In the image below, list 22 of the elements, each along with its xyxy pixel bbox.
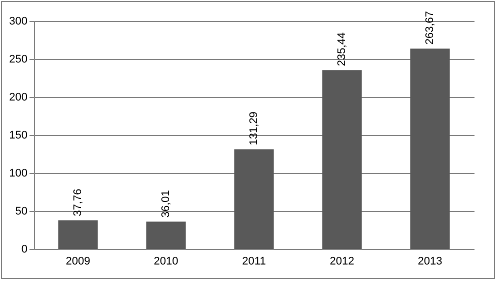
bar — [322, 70, 362, 249]
y-tick-label: 300 — [9, 16, 28, 28]
y-tick-label: 50 — [15, 206, 28, 218]
y-tick-label: 250 — [9, 54, 28, 66]
x-tick-label: 2011 — [242, 256, 266, 268]
bar — [146, 222, 186, 249]
x-tick-label: 2013 — [418, 256, 442, 268]
y-tick-label: 200 — [9, 92, 28, 104]
bar — [58, 220, 98, 249]
y-tick-label: 100 — [9, 168, 28, 180]
y-tick-label: 150 — [9, 130, 28, 142]
data-label: 37,76 — [72, 188, 84, 216]
bar — [234, 149, 274, 249]
data-label: 131,29 — [248, 112, 260, 146]
y-tick-label: 0 — [21, 244, 28, 256]
x-tick-label: 2009 — [66, 256, 90, 268]
bar — [410, 48, 450, 249]
data-label: 36,01 — [160, 190, 172, 218]
x-tick-label: 2012 — [330, 256, 354, 268]
data-label: 235,44 — [336, 32, 348, 66]
x-tick-label: 2010 — [154, 256, 178, 268]
data-label: 263,67 — [424, 10, 436, 45]
